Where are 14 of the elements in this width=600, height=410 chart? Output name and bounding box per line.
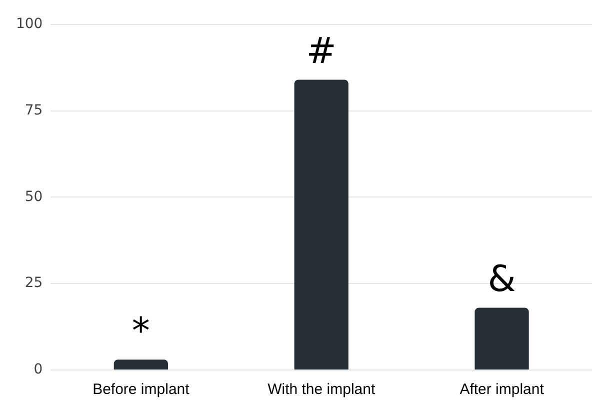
y-tick-label: 25: [24, 275, 43, 292]
bar: [474, 308, 529, 370]
annotation: #: [306, 31, 336, 72]
bar: [114, 360, 168, 370]
annotation: &: [488, 259, 516, 300]
x-tick-label: With the implant: [268, 381, 376, 398]
y-tick-label: 0: [34, 362, 43, 378]
y-tick-label: 75: [24, 102, 43, 118]
bar: [294, 80, 348, 370]
x-tick-label: Before implant: [92, 381, 190, 398]
x-tick-label: After implant: [460, 381, 545, 398]
annotation: *: [132, 310, 150, 352]
y-tick-label: 50: [24, 188, 43, 205]
y-tick-label: 100: [16, 16, 43, 32]
